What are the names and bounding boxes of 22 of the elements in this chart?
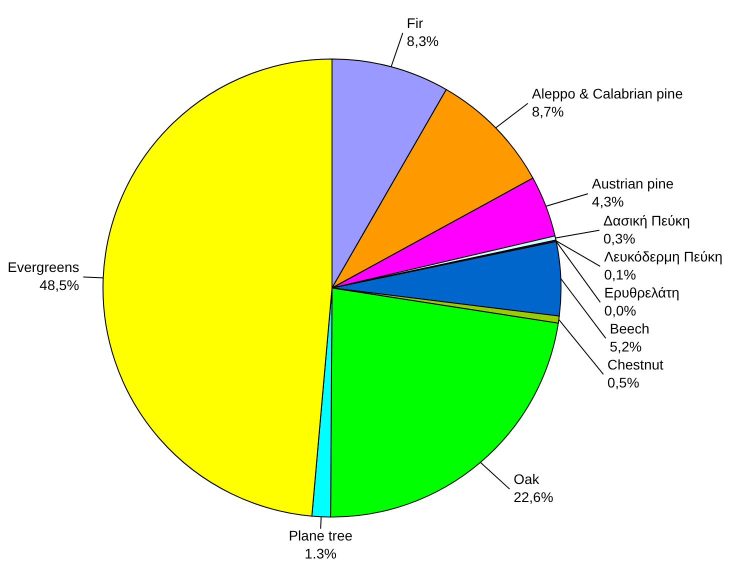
data-label: 0,3% <box>603 230 636 246</box>
data-label: 22,6% <box>514 489 554 506</box>
category-label: Ερυθρελάτη <box>604 284 680 300</box>
data-label: 48,5% <box>40 277 80 294</box>
slice-label: Δασική Πεύκη <box>603 212 690 228</box>
slice-label: Plane tree <box>288 528 353 544</box>
data-label: 0,1% <box>604 266 636 282</box>
slice-label: Fir <box>406 14 424 31</box>
text: 0,0% <box>604 302 636 318</box>
data-label: 8,3% <box>406 32 439 49</box>
slice-label: Aleppo & Calabrian pine <box>532 85 684 102</box>
slice-label: Beech <box>610 320 650 336</box>
data-label: 4,3% <box>592 194 624 210</box>
data-label: 8,7% <box>532 103 564 120</box>
slice-label: Λευκόδερμη Πεύκη <box>604 248 723 264</box>
data-label: 5,2% <box>610 338 642 354</box>
slice-label: Oak <box>514 471 540 488</box>
slice-label: Evergreens <box>8 259 80 276</box>
data-label: 0,5% <box>607 374 640 390</box>
slice-label: Austrian pine <box>592 176 674 192</box>
slice-label: Chestnut <box>607 356 664 372</box>
data-label: 1.3% <box>304 546 337 562</box>
